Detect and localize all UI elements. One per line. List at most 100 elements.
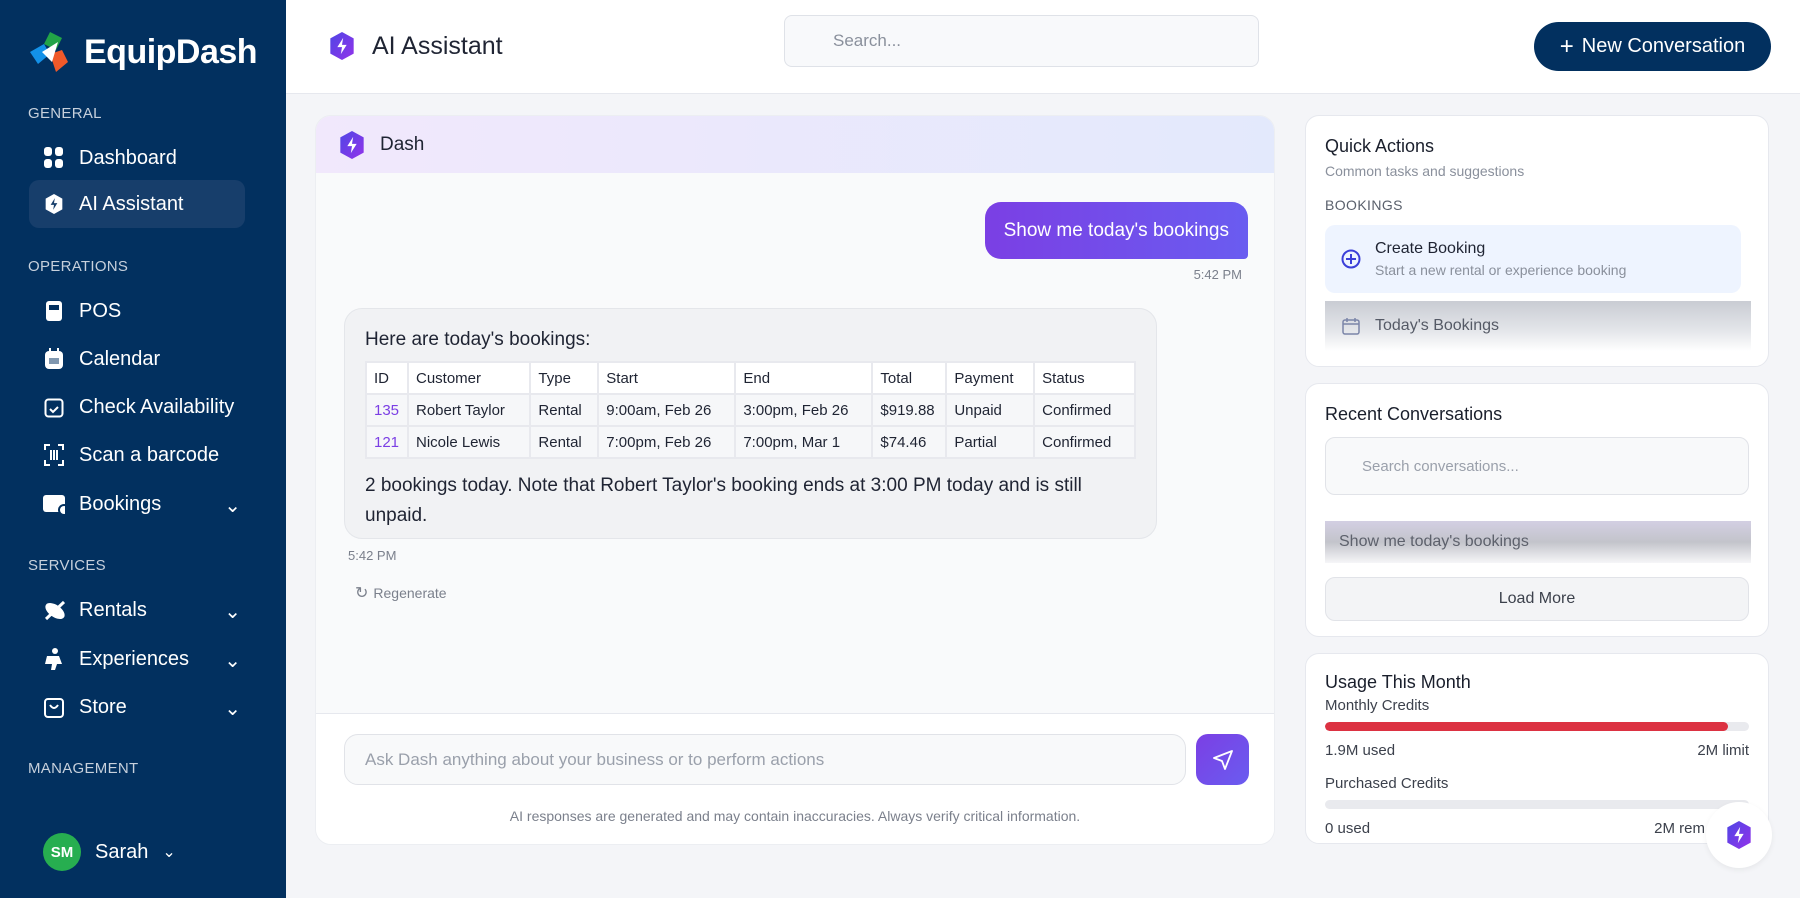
monthly-credits-bar	[1325, 722, 1749, 731]
section-services: SERVICES	[28, 557, 106, 574]
col-status: Status	[1033, 361, 1136, 395]
bookings-table: ID Customer Type Start End Total Payment…	[365, 361, 1136, 459]
sidebar-item-label: AI Assistant	[79, 192, 184, 215]
cell: Partial	[945, 425, 1036, 459]
user-message: Show me today's bookings	[984, 202, 1248, 259]
sidebar-item-check-availability[interactable]: Check Availability	[29, 383, 245, 431]
message-input[interactable]: Ask Dash anything about your business or…	[344, 734, 1186, 785]
sidebar-item-label: Store	[79, 695, 127, 718]
sidebar-item-label: Dashboard	[79, 146, 177, 169]
send-icon	[1212, 749, 1233, 770]
purchased-used: 0 used	[1325, 820, 1371, 837]
cell: Unpaid	[945, 393, 1036, 427]
composer: Ask Dash anything about your business or…	[316, 713, 1274, 844]
sidebar-item-label: Experiences	[79, 647, 190, 670]
cell: 3:00pm, Feb 26	[734, 393, 874, 427]
sidebar-item-label: Scan a barcode	[79, 443, 220, 466]
cell: 9:00am, Feb 26	[597, 393, 737, 427]
pos-terminal-icon	[43, 300, 65, 322]
page-title: AI Assistant	[372, 31, 503, 60]
conversation-item[interactable]: Show me today's bookings	[1325, 521, 1751, 563]
plus-circle-icon	[1341, 249, 1361, 269]
col-id: ID	[365, 361, 409, 395]
user-name: Sarah	[95, 840, 149, 863]
chat-panel: Dash Show me today's bookings 5:42 PM He…	[315, 115, 1275, 845]
recent-conversations-card: Recent Conversations Search conversation…	[1305, 383, 1769, 637]
calendar-icon	[43, 348, 65, 370]
card-subtitle: Common tasks and suggestions	[1325, 163, 1525, 179]
category-label: BOOKINGS	[1325, 197, 1403, 213]
regenerate-button[interactable]: ↻ Regenerate	[355, 583, 447, 603]
brand-name: EquipDash	[84, 32, 258, 71]
quick-action-title: Today's Bookings	[1375, 317, 1500, 334]
quick-action-todays-bookings[interactable]: Today's Bookings	[1325, 301, 1751, 351]
table-header-row: ID Customer Type Start End Total Payment…	[365, 361, 1136, 395]
disclaimer: AI responses are generated and may conta…	[509, 808, 1081, 824]
purchased-remaining: 2M rem	[1654, 820, 1705, 837]
ai-hexagon-icon	[328, 30, 356, 62]
assistant-intro: Here are today's bookings:	[365, 329, 591, 350]
monthly-credits-label: Monthly Credits	[1325, 697, 1430, 714]
plus-icon: +	[1559, 32, 1574, 60]
kayak-icon	[43, 599, 65, 621]
booking-id-link[interactable]: 121	[365, 425, 409, 459]
sidebar-item-label: Calendar	[79, 347, 161, 370]
regenerate-label: Regenerate	[373, 585, 447, 601]
equipdash-logo-icon	[30, 32, 68, 72]
refresh-icon: ↻	[355, 585, 369, 602]
calendar-icon	[1342, 318, 1360, 335]
top-header: AI Assistant Search... + New Conversation	[286, 0, 1800, 94]
col-total: Total	[871, 361, 948, 395]
calendar-check-icon	[43, 396, 65, 418]
usage-card: Usage This Month Monthly Credits 1.9M us…	[1305, 653, 1769, 844]
sidebar-item-scan-barcode[interactable]: Scan a barcode	[29, 431, 245, 479]
monthly-used: 1.9M used	[1325, 742, 1396, 759]
new-conversation-button[interactable]: + New Conversation	[1534, 22, 1771, 71]
sidebar-item-dashboard[interactable]: Dashboard	[29, 134, 245, 182]
search-input[interactable]: Search...	[784, 15, 1259, 67]
sidebar-item-label: POS	[79, 299, 122, 322]
brand-logo[interactable]: EquipDash	[28, 30, 258, 74]
cell: Confirmed	[1033, 393, 1136, 427]
cell: $919.88	[871, 393, 948, 427]
chevron-down-icon[interactable]: ⌄	[224, 650, 241, 672]
section-operations: OPERATIONS	[28, 258, 129, 275]
section-general: GENERAL	[28, 105, 102, 122]
message-timestamp: 5:42 PM	[1193, 267, 1242, 282]
sidebar-item-ai-assistant[interactable]: AI Assistant	[29, 180, 245, 228]
chevron-down-icon[interactable]: ⌄	[224, 698, 241, 720]
sidebar-item-experiences[interactable]: Experiences ⌄	[29, 635, 245, 683]
conversation-search-input[interactable]: Search conversations...	[1325, 437, 1749, 495]
quick-action-title: Create Booking	[1375, 240, 1486, 257]
sidebar-item-label: Rentals	[79, 598, 147, 621]
experience-icon	[43, 648, 65, 670]
message-timestamp: 5:42 PM	[348, 548, 397, 563]
cell: $74.46	[871, 425, 948, 459]
col-type: Type	[529, 361, 600, 395]
chevron-down-icon[interactable]: ⌄	[224, 495, 241, 517]
col-start: Start	[597, 361, 737, 395]
quick-action-create-booking[interactable]: Create Booking Start a new rental or expe…	[1325, 225, 1741, 293]
grid-icon	[43, 147, 65, 169]
sidebar-item-pos[interactable]: POS	[29, 287, 245, 335]
assistant-summary: 2 bookings today. Note that Robert Taylo…	[365, 475, 1082, 526]
cell: Rental	[529, 393, 600, 427]
table-row: 135 Robert Taylor Rental 9:00am, Feb 26 …	[365, 393, 1136, 427]
col-end: End	[734, 361, 874, 395]
load-more-button[interactable]: Load More	[1325, 577, 1749, 621]
sidebar-item-rentals[interactable]: Rentals ⌄	[29, 586, 245, 634]
table-row: 121 Nicole Lewis Rental 7:00pm, Feb 26 7…	[365, 425, 1136, 459]
booking-id-link[interactable]: 135	[365, 393, 409, 427]
sidebar: EquipDash GENERAL Dashboard AI Assistant…	[0, 0, 286, 898]
sidebar-item-bookings[interactable]: Bookings ⌄	[29, 480, 245, 528]
sidebar-item-label: Bookings	[79, 492, 162, 515]
ai-assistant-fab[interactable]	[1706, 802, 1772, 868]
cell: 7:00pm, Feb 26	[597, 425, 737, 459]
chevron-down-icon[interactable]: ⌄	[224, 601, 241, 623]
card-title: Recent Conversations	[1325, 404, 1503, 424]
sidebar-item-calendar[interactable]: Calendar	[29, 335, 245, 383]
sidebar-item-store[interactable]: Store ⌄	[29, 683, 245, 731]
user-menu[interactable]: SM Sarah ⌄	[43, 833, 176, 871]
ai-hexagon-icon	[43, 193, 65, 215]
send-button[interactable]	[1196, 734, 1249, 785]
